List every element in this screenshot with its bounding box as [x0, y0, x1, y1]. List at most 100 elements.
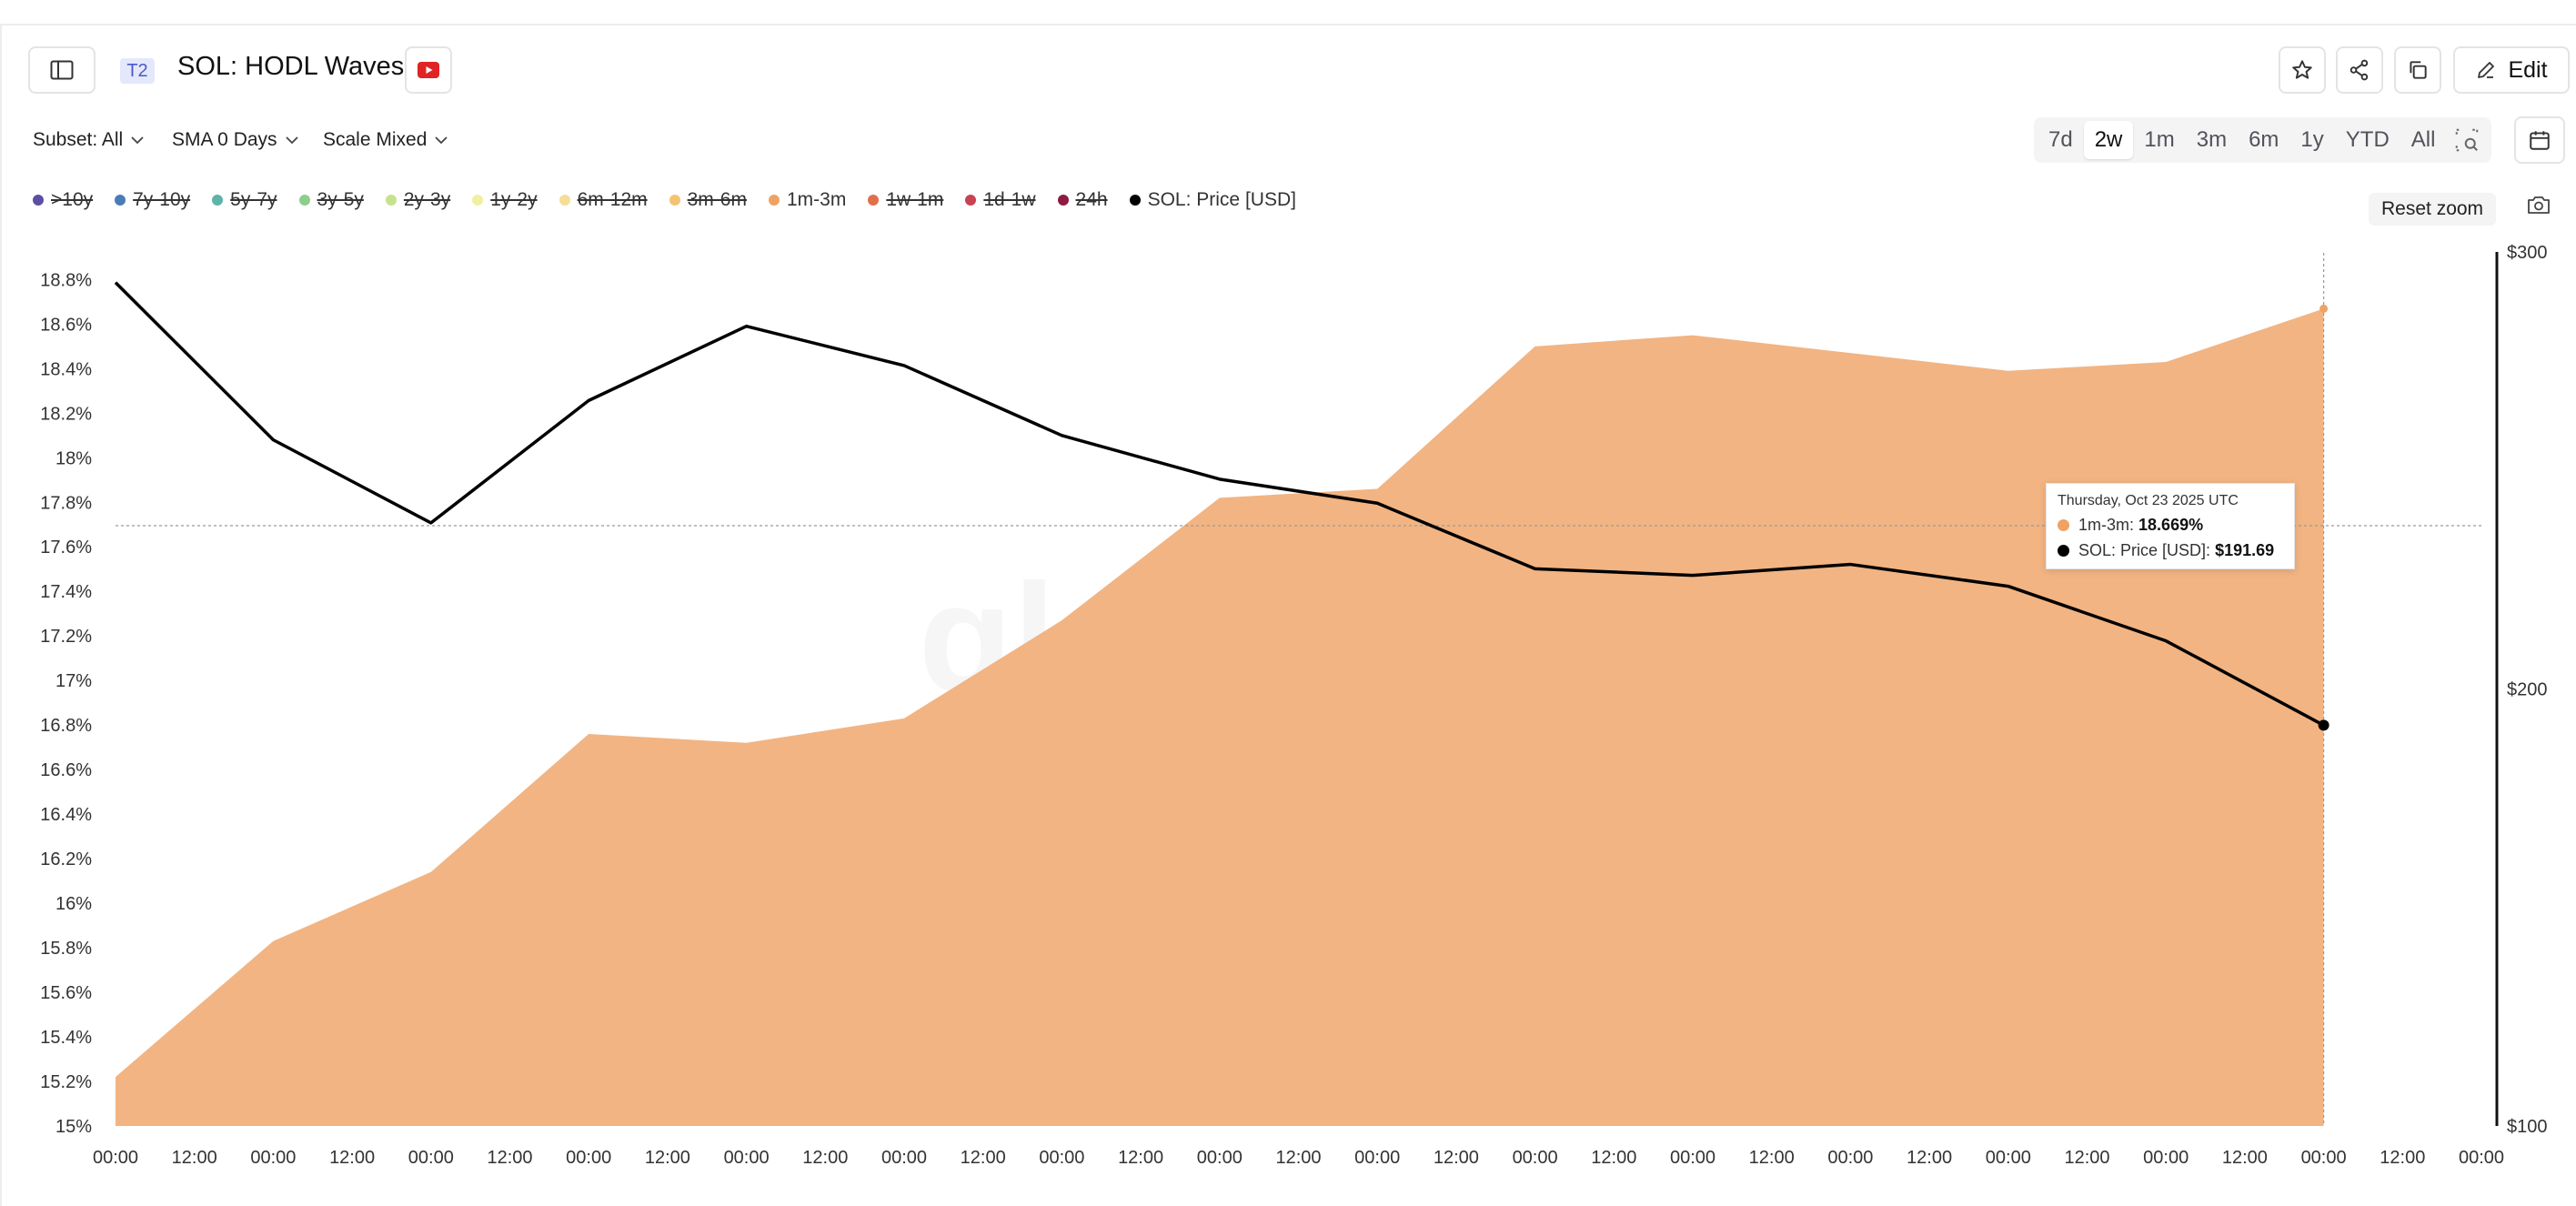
y-axis-tick-label: 18.6%	[40, 315, 92, 335]
y-axis-tick-label: 15.6%	[40, 983, 92, 1003]
legend-label: SOL: Price [USD]	[1147, 189, 1296, 210]
sidebar-icon	[50, 60, 74, 80]
sma-dropdown[interactable]: SMA 0 Days	[172, 129, 299, 151]
x-axis-tick-label: 12:00	[172, 1148, 217, 1168]
x-axis-tick-label: 00:00	[1513, 1148, 1558, 1168]
price-line	[114, 281, 2325, 727]
range-7d[interactable]: 7d	[2048, 127, 2073, 152]
favorite-button[interactable]	[2279, 46, 2326, 94]
legend-dot	[868, 195, 880, 206]
tooltip-row1-label: 1m-3m:	[2078, 516, 2135, 534]
chart-legend: >10y 7y-10y 5y-7y 3y-5y 2y-3y 1y-2y 6m-12m 3m-6…	[33, 189, 1318, 211]
y-axis-tick-label: 15.2%	[40, 1072, 92, 1092]
youtube-icon	[418, 62, 439, 78]
y-axis-tick-label: 18.4%	[40, 359, 92, 379]
sidebar-toggle-button[interactable]	[28, 46, 96, 94]
subset-dropdown[interactable]: Subset: All	[33, 129, 145, 151]
legend-item[interactable]: 1y-2y	[472, 189, 538, 211]
copy-button[interactable]	[2394, 46, 2441, 94]
x-axis-tick-label: 00:00	[881, 1148, 927, 1168]
x-axis-tick-label: 12:00	[1591, 1148, 1636, 1168]
tier-badge: T2	[120, 58, 155, 84]
range-ytd[interactable]: YTD	[2345, 127, 2390, 152]
tooltip-row-price: SOL: Price [USD]: $191.69	[2058, 541, 2283, 560]
range-all[interactable]: All	[2410, 127, 2436, 152]
share-button[interactable]	[2336, 46, 2383, 94]
y-axis-tick-label: 15.4%	[40, 1028, 92, 1048]
x-axis-tick-label: 00:00	[1039, 1148, 1084, 1168]
x-axis-tick-label: 12:00	[2222, 1148, 2268, 1168]
legend-dot	[1057, 195, 1069, 206]
x-axis-tick-label: 00:00	[724, 1148, 770, 1168]
screenshot-button[interactable]	[2527, 195, 2551, 219]
y-axis-tick-label: 18%	[55, 448, 92, 468]
y-axis-tick-label: 18.8%	[40, 270, 92, 290]
right-axis-tick-label: $100	[2507, 1117, 2548, 1137]
left-divider	[0, 24, 2, 1206]
legend-item[interactable]: 7y-10y	[115, 189, 190, 211]
x-axis-tick-label: 12:00	[1434, 1148, 1479, 1168]
legend-dot	[385, 195, 397, 206]
calendar-button[interactable]	[2514, 116, 2565, 164]
tooltip-date: Thursday, Oct 23 2025 UTC	[2058, 493, 2239, 508]
sma-label: SMA 0 Days	[172, 129, 277, 150]
legend-item[interactable]: 1d-1w	[965, 189, 1036, 211]
legend-item[interactable]: >10y	[33, 189, 93, 211]
legend-item[interactable]: 6m-12m	[558, 189, 648, 211]
scale-label: Scale Mixed	[323, 129, 428, 150]
range-1m[interactable]: 1m	[2144, 127, 2175, 152]
y-axis-tick-label: 15%	[55, 1117, 92, 1137]
range-3m[interactable]: 3m	[2196, 127, 2228, 152]
right-axis-tick-label: $300	[2507, 243, 2548, 263]
legend-label: 1w-1m	[886, 189, 944, 210]
legend-label: 1m-3m	[786, 189, 847, 210]
x-axis-tick-label: 12:00	[487, 1148, 532, 1168]
y-axis-tick-label: 15.8%	[40, 939, 92, 959]
legend-item[interactable]: 5y-7y	[212, 189, 277, 211]
range-6m[interactable]: 6m	[2249, 127, 2279, 152]
legend-dot	[1129, 195, 1141, 206]
price-marker	[2318, 719, 2329, 731]
y-axis-tick-label: 17.2%	[40, 627, 92, 647]
y-axis-tick-label: 16%	[55, 894, 92, 914]
x-axis-tick-label: 00:00	[2143, 1148, 2189, 1168]
x-axis-tick-label: 12:00	[1907, 1148, 1952, 1168]
x-axis-tick-label: 12:00	[645, 1148, 690, 1168]
scale-dropdown[interactable]: Scale Mixed	[323, 129, 448, 151]
zoom-select-icon[interactable]	[2453, 126, 2480, 154]
legend-item[interactable]: 24h	[1057, 189, 1108, 211]
pencil-icon	[2478, 62, 2495, 78]
edit-button[interactable]: Edit	[2453, 46, 2570, 94]
x-axis-tick-label: 00:00	[1827, 1148, 1873, 1168]
legend-label: 3m-6m	[687, 189, 747, 210]
x-axis-tick-label: 00:00	[2459, 1148, 2504, 1168]
range-1y[interactable]: 1y	[2300, 127, 2324, 152]
y-axis-tick-label: 17%	[55, 671, 92, 691]
camera-icon	[2528, 196, 2550, 214]
area-series-1m-3m	[116, 308, 2324, 1126]
x-axis-tick-label: 00:00	[1354, 1148, 1400, 1168]
range-2w[interactable]: 2w	[2083, 121, 2134, 159]
x-axis-tick-label: 00:00	[408, 1148, 454, 1168]
legend-label: 6m-12m	[577, 189, 648, 210]
x-axis-tick-label: 12:00	[329, 1148, 375, 1168]
legend-item[interactable]: 1m-3m	[768, 189, 847, 211]
legend-dot	[965, 195, 977, 206]
legend-item[interactable]: SOL: Price [USD]	[1129, 189, 1296, 211]
x-axis-tick-label: 12:00	[2380, 1148, 2425, 1168]
copy-icon	[2410, 61, 2427, 79]
chevron-down-icon	[131, 136, 144, 145]
y-axis-tick-label: 16.6%	[40, 760, 92, 780]
legend-item[interactable]: 3m-6m	[669, 189, 747, 211]
legend-item[interactable]: 1w-1m	[868, 189, 943, 211]
legend-label: 5y-7y	[230, 189, 277, 210]
reset-zoom-button[interactable]: Reset zoom	[2369, 193, 2497, 226]
legend-dot	[115, 195, 126, 206]
youtube-button[interactable]	[405, 46, 452, 94]
x-axis-tick-label: 12:00	[802, 1148, 848, 1168]
legend-item[interactable]: 2y-3y	[385, 189, 450, 211]
legend-dot	[298, 195, 310, 206]
legend-item[interactable]: 3y-5y	[298, 189, 364, 211]
area-marker	[2319, 304, 2329, 313]
